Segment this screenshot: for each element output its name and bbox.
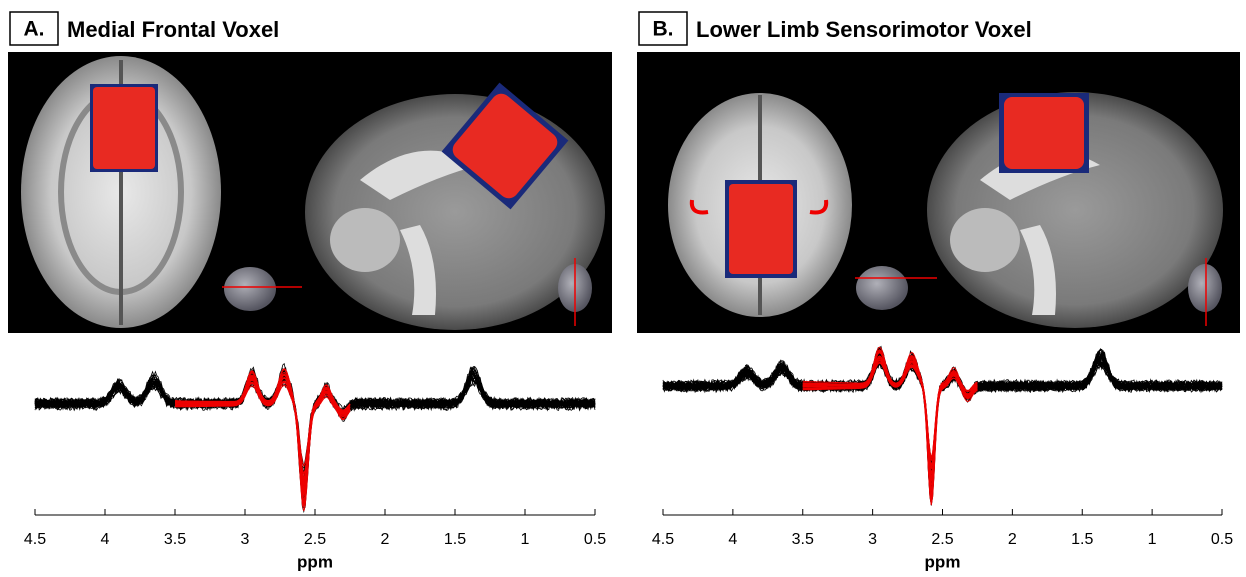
- x-tick-label: 2: [1008, 531, 1017, 548]
- x-tick-label: 2.5: [931, 531, 953, 548]
- x-tick-label: 1: [1148, 531, 1157, 548]
- spectrum-trace: [35, 379, 595, 472]
- panel-title: Medial Frontal Voxel: [67, 17, 279, 42]
- spectrum-trace: [35, 382, 595, 472]
- spectra: [663, 347, 1222, 506]
- x-axis-label: ppm: [297, 552, 333, 571]
- x-tick-label: 1: [521, 531, 530, 548]
- spectrum-trace: [663, 356, 1222, 485]
- spectrum-trace: [35, 374, 595, 501]
- x-tick-label: 0.5: [584, 531, 606, 548]
- x-tick-label: 3.5: [792, 531, 814, 548]
- fit-trace: [803, 350, 978, 496]
- x-tick-label: 1.5: [1071, 531, 1093, 548]
- x-tick-label: 3: [241, 531, 250, 548]
- x-tick-label: 3.5: [164, 531, 186, 548]
- figure: A. Medial Frontal Voxel 4.5 4 3.5 3 2.5 2 1.5 1 0.…: [0, 0, 1246, 577]
- panel-label: B.: [653, 18, 674, 41]
- mri-images-b: [637, 52, 1240, 333]
- x-axis-label: ppm: [925, 552, 961, 571]
- x-tick-label: 4: [101, 531, 110, 548]
- fit-trace: [803, 347, 978, 502]
- mri-images-a: [8, 52, 612, 333]
- x-tick-label: 4.5: [24, 531, 46, 548]
- spectrum-trace: [35, 380, 595, 477]
- x-tick-label: 3: [868, 531, 877, 548]
- spectrum-trace: [663, 359, 1222, 470]
- panel-label: A.: [24, 18, 45, 41]
- spectra: [35, 364, 595, 512]
- x-tick-label: 1.5: [444, 531, 466, 548]
- x-tick-label: 2.5: [304, 531, 326, 548]
- fit-trace: [175, 369, 350, 511]
- x-tick-label: 4: [728, 531, 737, 548]
- x-tick-label: 0.5: [1211, 531, 1233, 548]
- panel-title: Lower Limb Sensorimotor Voxel: [696, 17, 1032, 42]
- x-tick-label: 4.5: [652, 531, 674, 548]
- x-tick-label: 2: [381, 531, 390, 548]
